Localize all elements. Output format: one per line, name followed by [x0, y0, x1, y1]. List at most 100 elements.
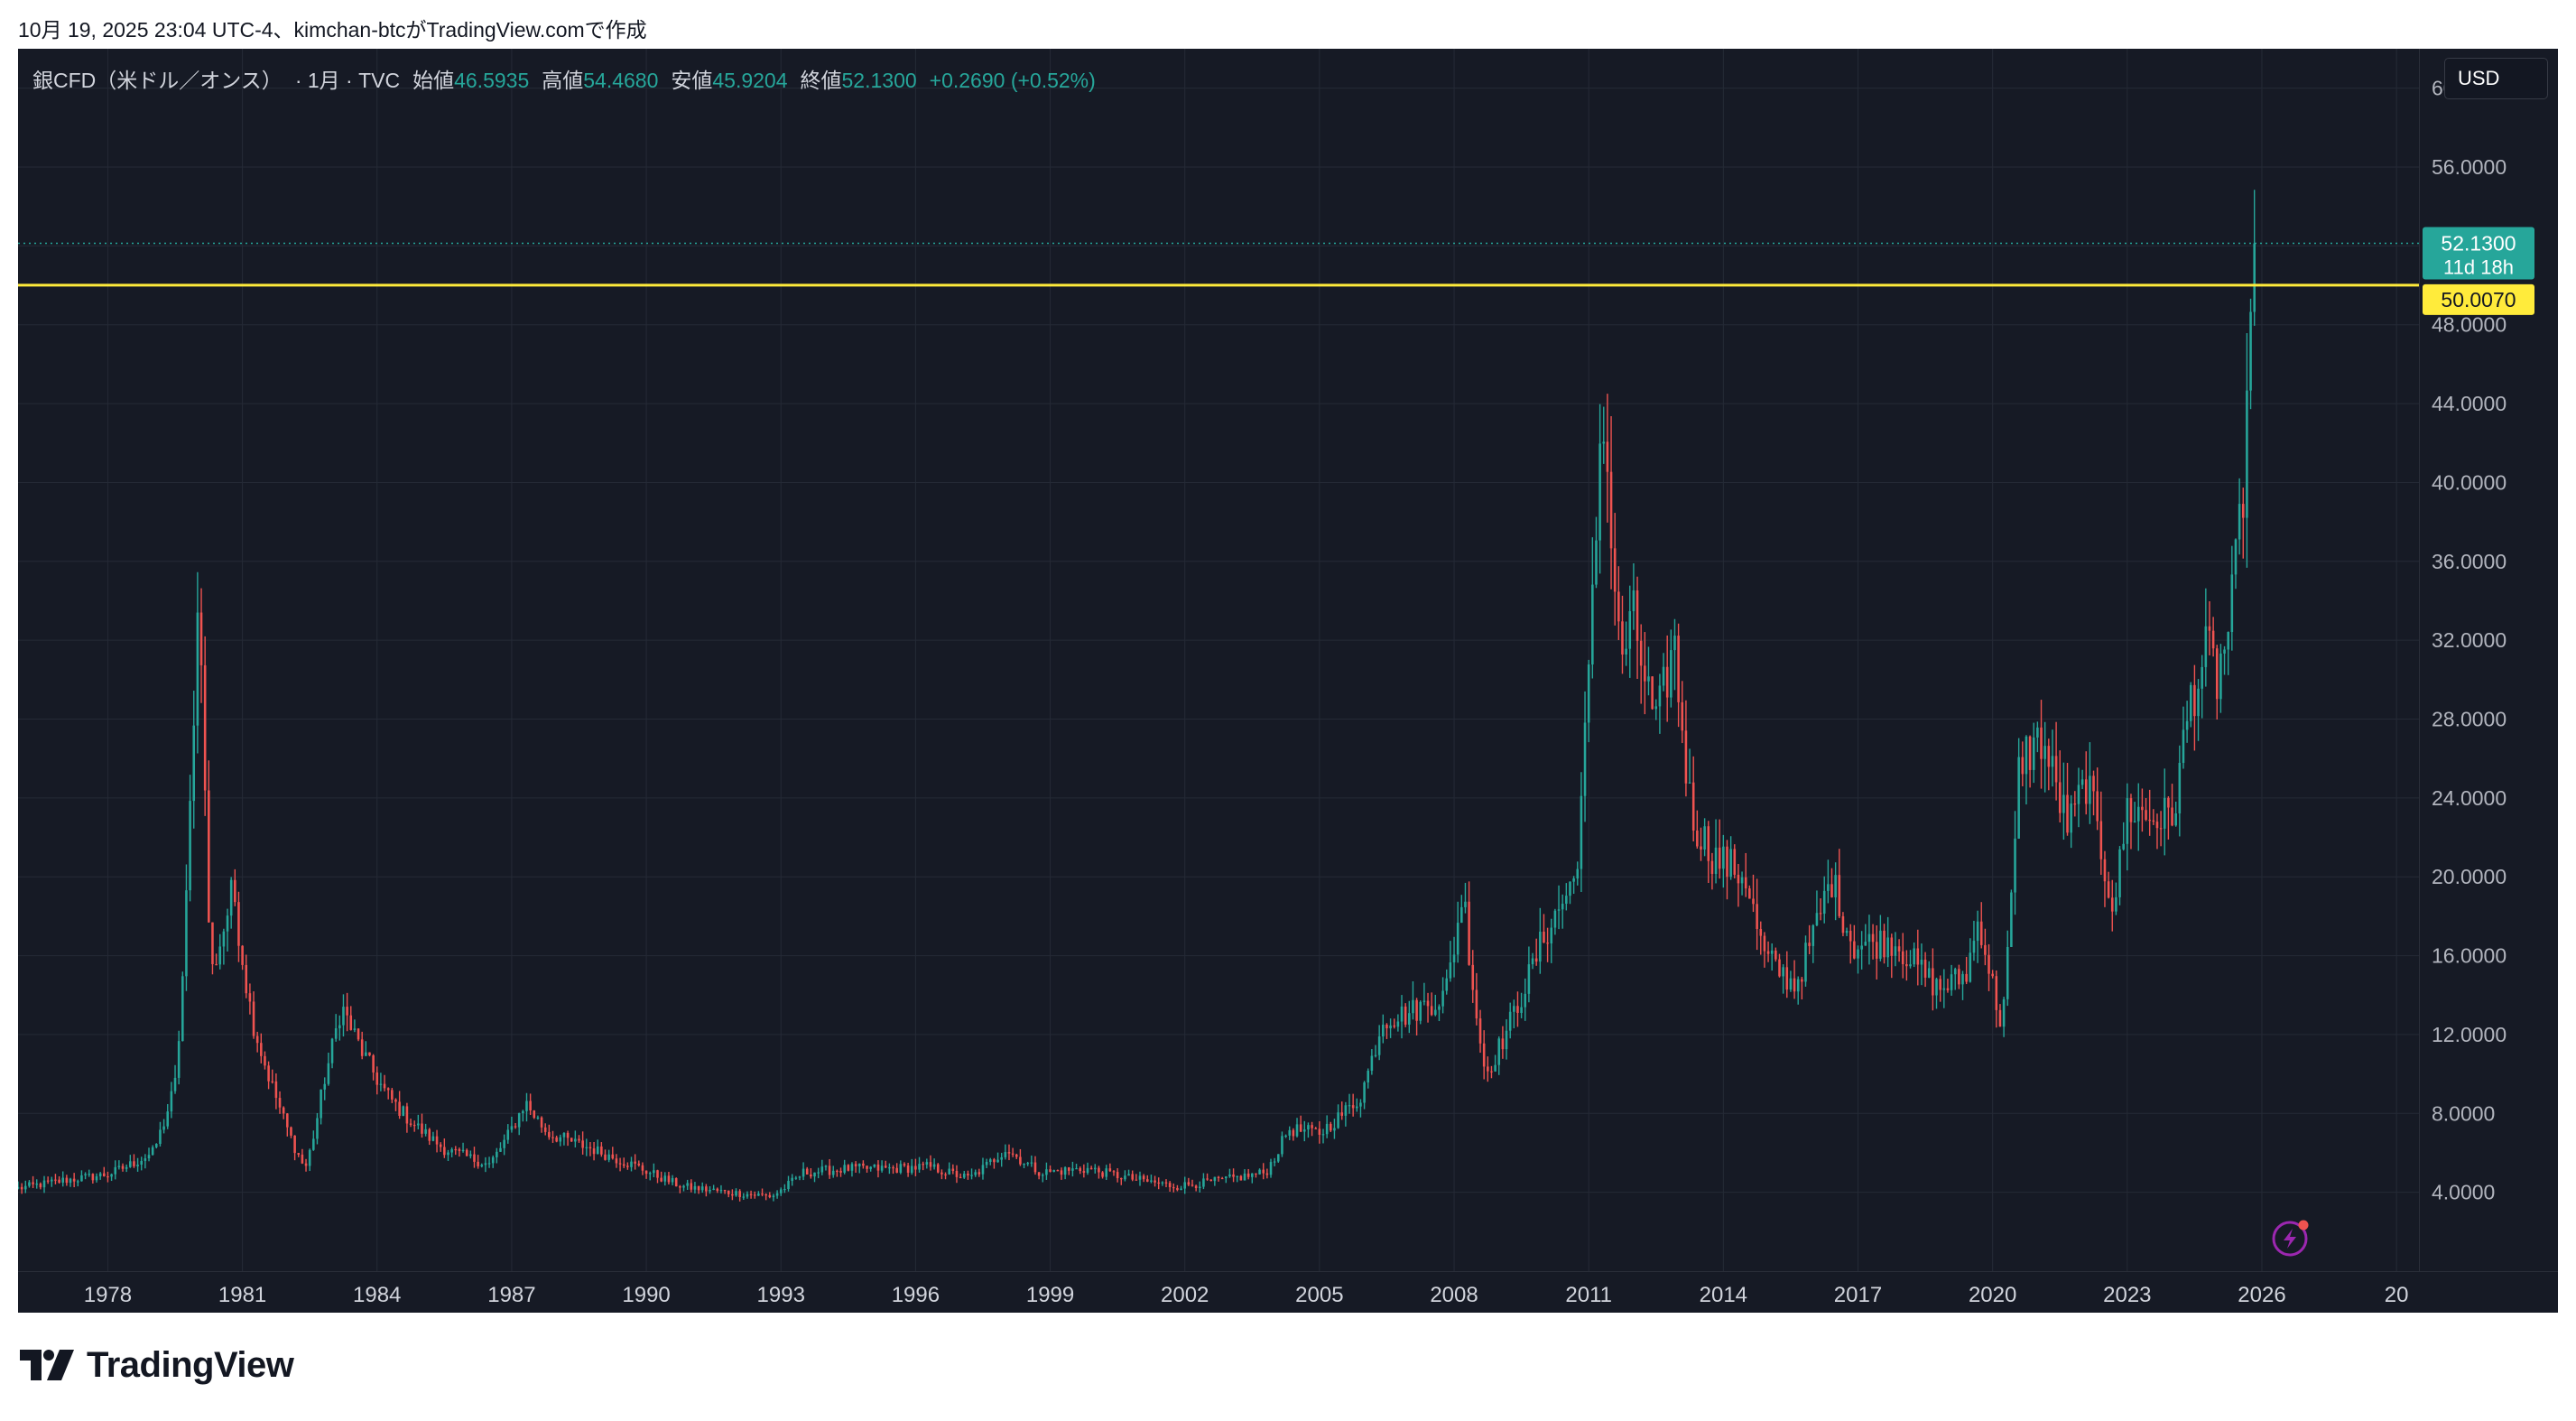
- candle: [1770, 943, 1774, 971]
- candle: [1246, 1168, 1250, 1180]
- x-tick-label: 1996: [892, 1283, 940, 1307]
- candle: [1456, 901, 1459, 963]
- close-label: 終値: [800, 69, 842, 92]
- candle: [805, 1166, 809, 1175]
- candle: [1998, 1004, 2002, 1027]
- candle: [1583, 691, 1587, 822]
- candle: [764, 1193, 767, 1201]
- candle: [1052, 1169, 1055, 1173]
- candle: [517, 1112, 521, 1136]
- candle: [978, 1168, 981, 1177]
- chart-area[interactable]: 4.0000 8.0000 12.0000 16.0000 20.0000 24.0000…: [18, 49, 2558, 1313]
- candle: [1119, 1177, 1123, 1185]
- candle: [1979, 902, 1983, 949]
- symbol-name[interactable]: 銀CFD（米ドル／オンス）: [32, 69, 283, 92]
- candle: [1710, 852, 1714, 890]
- candle: [147, 1147, 151, 1162]
- x-tick-label: 1999: [1026, 1283, 1074, 1307]
- candle: [914, 1158, 917, 1176]
- candle: [562, 1132, 566, 1146]
- candle: [522, 1110, 524, 1122]
- y-tick-label: 32.0000: [2432, 628, 2507, 652]
- candle: [189, 775, 191, 902]
- candle: [1860, 931, 1863, 970]
- candle: [1647, 646, 1650, 696]
- candle: [1000, 1152, 1003, 1167]
- candle: [876, 1160, 880, 1178]
- candle: [543, 1123, 547, 1136]
- candle: [985, 1158, 988, 1168]
- candle: [2110, 879, 2114, 932]
- flash-icon[interactable]: [2272, 1220, 2309, 1257]
- candle: [746, 1191, 749, 1199]
- candle: [753, 1191, 756, 1199]
- candle: [996, 1152, 999, 1163]
- y-tick-label: 36.0000: [2432, 550, 2507, 573]
- candle: [828, 1158, 831, 1179]
- candle: [772, 1193, 775, 1202]
- candle: [1164, 1179, 1168, 1188]
- high-label: 高値: [542, 69, 584, 92]
- candle: [320, 1089, 322, 1125]
- candle: [454, 1146, 458, 1156]
- candle: [1927, 961, 1931, 979]
- candle: [1830, 868, 1833, 898]
- candle: [1063, 1166, 1067, 1180]
- candle: [1763, 932, 1766, 968]
- candle: [117, 1160, 121, 1170]
- y-tick-label: 24.0000: [2432, 786, 2507, 810]
- candle: [660, 1171, 663, 1183]
- candle: [177, 1030, 181, 1085]
- candle: [831, 1166, 835, 1178]
- candle: [1359, 1099, 1362, 1118]
- price-chart[interactable]: 4.0000 8.0000 12.0000 16.0000 20.0000 24.0000…: [18, 49, 2558, 1313]
- candle: [1475, 972, 1478, 1026]
- candle: [1098, 1166, 1100, 1179]
- candle: [1325, 1115, 1329, 1138]
- candle: [215, 953, 218, 966]
- candle: [1726, 840, 1728, 900]
- candle: [252, 991, 255, 1039]
- candle: [192, 691, 196, 829]
- high-value: 54.4680: [583, 69, 659, 92]
- candle: [2014, 811, 2016, 915]
- candle: [2223, 645, 2226, 675]
- currency-button[interactable]: USD: [2444, 58, 2548, 99]
- candle: [1897, 939, 1901, 962]
- candle: [1513, 999, 1515, 1028]
- candle: [2234, 538, 2238, 590]
- candle: [103, 1166, 106, 1177]
- candle: [20, 1183, 23, 1194]
- candle: [1344, 1101, 1348, 1127]
- candle: [1822, 876, 1826, 924]
- candle: [327, 1052, 330, 1086]
- candle: [2051, 729, 2054, 787]
- candle: [1602, 406, 1606, 464]
- candle: [1759, 921, 1763, 955]
- candle: [1251, 1173, 1254, 1184]
- x-tick-label: 2011: [1565, 1283, 1612, 1307]
- candle: [2118, 846, 2121, 906]
- candle: [234, 868, 236, 906]
- candle: [334, 1014, 338, 1042]
- grid: [18, 49, 2419, 1271]
- candle: [1853, 924, 1856, 960]
- candle: [925, 1158, 929, 1169]
- candle: [1281, 1131, 1283, 1157]
- candle: [1871, 924, 1875, 960]
- candle: [1172, 1183, 1175, 1193]
- candle: [271, 1069, 274, 1084]
- candle: [779, 1187, 783, 1196]
- candle: [1101, 1171, 1104, 1179]
- candle: [820, 1159, 824, 1175]
- candle: [2080, 769, 2084, 790]
- x-tick-label: 2002: [1161, 1283, 1209, 1307]
- candle: [2145, 797, 2147, 822]
- candle: [290, 1126, 292, 1138]
- candle: [1766, 941, 1770, 962]
- candle: [1744, 852, 1747, 897]
- candle: [39, 1182, 42, 1190]
- candle: [578, 1135, 580, 1143]
- candle: [1142, 1174, 1145, 1183]
- candle: [1561, 894, 1564, 929]
